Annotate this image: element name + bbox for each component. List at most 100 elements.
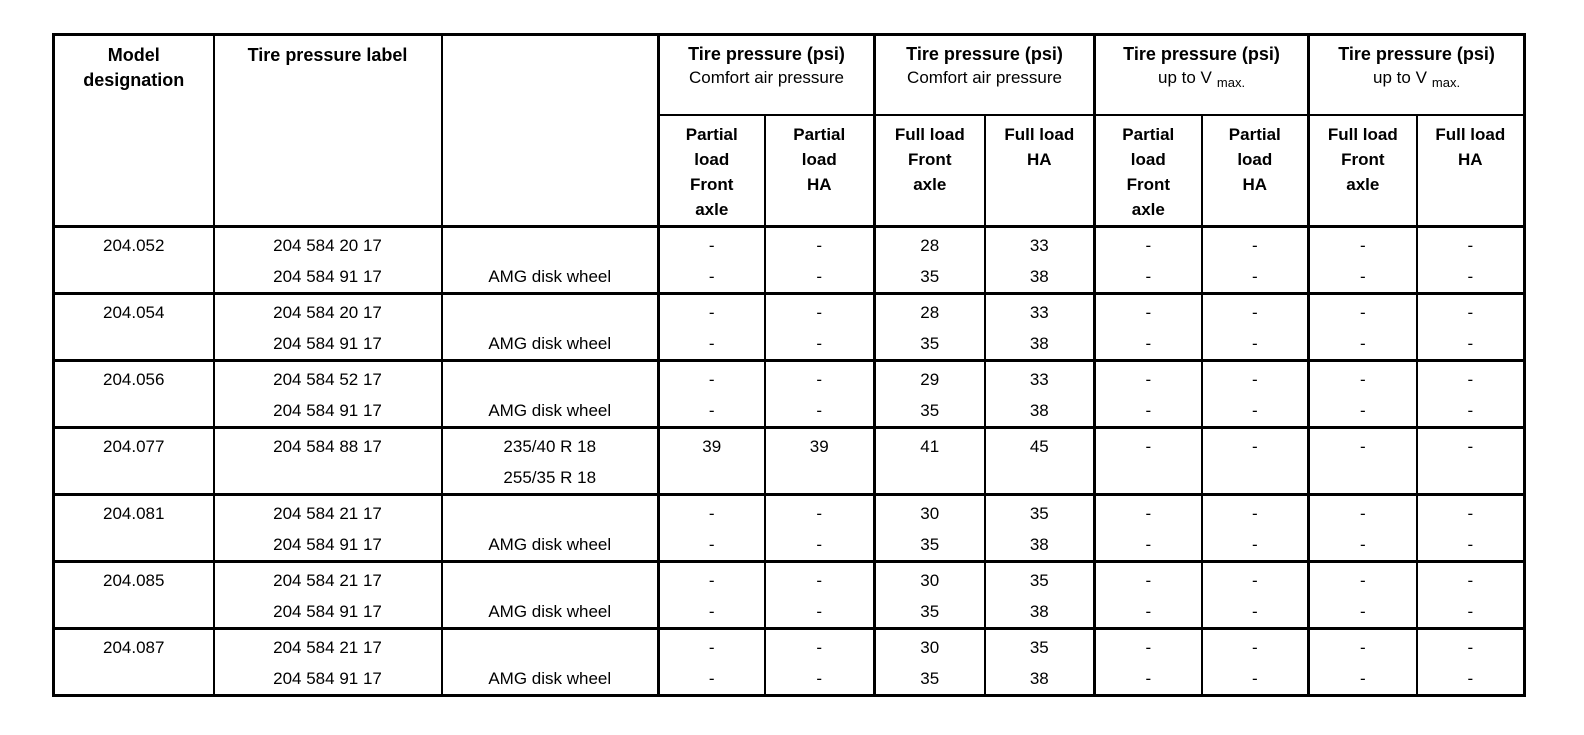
pressure-value-cell: - - xyxy=(1200,560,1310,630)
column-header-tire-pressure-label: Tire pressure label xyxy=(212,33,443,228)
pressure-value-cell: 30 35 xyxy=(873,493,986,563)
pressure-value-cell: - xyxy=(1415,426,1526,496)
vmax-subscript: max. xyxy=(1431,75,1461,91)
pressure-value-cell: - - xyxy=(1200,493,1310,563)
group-header-row: Model designation Tire pressure label Ti… xyxy=(52,33,1526,228)
table-row: 204.054 204 584 20 17 204 584 91 17 AMG … xyxy=(52,292,1526,362)
pressure-value-cell: - - xyxy=(1307,359,1418,429)
pressure-value-cell: - - xyxy=(1093,560,1203,630)
group-subtitle: Comfort air pressure xyxy=(907,68,1062,87)
pressure-value-cell: - - xyxy=(1200,359,1310,429)
subheader-comfort-partial-front: Partial load Front axle xyxy=(657,113,766,228)
vmax-subscript: max. xyxy=(1216,75,1246,91)
table-row: 204.087 204 584 21 17 204 584 91 17 AMG … xyxy=(52,627,1526,697)
subheader-comfort-partial-ha: Partial load HA xyxy=(763,113,876,228)
pressure-value-cell: - - xyxy=(763,627,876,697)
tire-label-cell: 204 584 21 17 204 584 91 17 xyxy=(212,560,443,630)
pressure-value-cell: - - xyxy=(1415,292,1526,362)
pressure-value-cell: - - xyxy=(763,292,876,362)
pressure-value-cell: - xyxy=(1307,426,1418,496)
table-row: 204.077 204 584 88 17 235/40 R 18 255/35… xyxy=(52,426,1526,496)
pressure-value-cell: - - xyxy=(657,359,766,429)
pressure-value-cell: 30 35 xyxy=(873,627,986,697)
column-header-notes xyxy=(440,33,660,228)
column-header-model-designation: Model designation xyxy=(52,33,215,228)
tire-label-cell: 204 584 52 17 204 584 91 17 xyxy=(212,359,443,429)
table-row: 204.085 204 584 21 17 204 584 91 17 AMG … xyxy=(52,560,1526,630)
pressure-value-cell: - - xyxy=(763,225,876,295)
group-header-comfort-full: Tire pressure (psi) Comfort air pressure xyxy=(873,33,1096,116)
pressure-value-cell: 33 38 xyxy=(983,292,1096,362)
tire-label-cell: 204 584 21 17 204 584 91 17 xyxy=(212,627,443,697)
pressure-value-cell: - xyxy=(1200,426,1310,496)
group-title: Tire pressure (psi) xyxy=(1123,44,1280,64)
model-cell: 204.085 xyxy=(52,560,215,630)
pressure-value-cell: - - xyxy=(1307,493,1418,563)
pressure-value-cell: 41 xyxy=(873,426,986,496)
pressure-value-cell: 45 xyxy=(983,426,1096,496)
tire-label-cell: 204 584 88 17 xyxy=(212,426,443,496)
pressure-value-cell: 35 38 xyxy=(983,627,1096,697)
pressure-value-cell: - - xyxy=(657,560,766,630)
model-cell: 204.056 xyxy=(52,359,215,429)
pressure-value-cell: 33 38 xyxy=(983,359,1096,429)
tire-label-cell: 204 584 20 17 204 584 91 17 xyxy=(212,225,443,295)
group-title: Tire pressure (psi) xyxy=(906,44,1063,64)
notes-cell: AMG disk wheel xyxy=(440,627,660,697)
pressure-value-cell: - - xyxy=(1415,225,1526,295)
subheader-vmax-full-ha: Full load HA xyxy=(1415,113,1526,228)
group-header-comfort-partial: Tire pressure (psi) Comfort air pressure xyxy=(656,33,876,116)
model-cell: 204.081 xyxy=(52,493,215,563)
pressure-value-cell: - - xyxy=(1307,225,1418,295)
subheader-comfort-full-front: Full load Front axle xyxy=(873,113,986,228)
pressure-value-cell: - - xyxy=(1093,627,1203,697)
notes-cell: AMG disk wheel xyxy=(440,493,660,563)
group-title: Tire pressure (psi) xyxy=(1338,44,1495,64)
group-subtitle: Comfort air pressure xyxy=(689,68,844,87)
model-cell: 204.052 xyxy=(52,225,215,295)
pressure-value-cell: - - xyxy=(1093,359,1203,429)
tire-label-cell: 204 584 21 17 204 584 91 17 xyxy=(212,493,443,563)
notes-cell: 235/40 R 18 255/35 R 18 xyxy=(440,426,660,496)
pressure-value-cell: 39 xyxy=(763,426,876,496)
pressure-value-cell: - - xyxy=(1200,292,1310,362)
pressure-value-cell: - - xyxy=(1415,627,1526,697)
notes-cell: AMG disk wheel xyxy=(440,560,660,630)
pressure-value-cell: 28 35 xyxy=(873,292,986,362)
pressure-value-cell: - xyxy=(1093,426,1203,496)
pressure-value-cell: - - xyxy=(1093,292,1203,362)
pressure-value-cell: 39 xyxy=(657,426,766,496)
pressure-value-cell: - - xyxy=(657,225,766,295)
pressure-value-cell: - - xyxy=(657,493,766,563)
subheader-vmax-partial-front: Partial load Front axle xyxy=(1093,113,1203,228)
subheader-vmax-partial-ha: Partial load HA xyxy=(1200,113,1310,228)
table-row: 204.052 204 584 20 17 204 584 91 17 AMG … xyxy=(52,225,1526,295)
model-cell: 204.087 xyxy=(52,627,215,697)
pressure-value-cell: - - xyxy=(1093,493,1203,563)
notes-cell: AMG disk wheel xyxy=(440,292,660,362)
pressure-value-cell: - - xyxy=(1415,560,1526,630)
pressure-value-cell: 30 35 xyxy=(873,560,986,630)
pressure-value-cell: 35 38 xyxy=(983,493,1096,563)
pressure-value-cell: 28 35 xyxy=(873,225,986,295)
pressure-value-cell: 33 38 xyxy=(983,225,1096,295)
subheader-vmax-full-front: Full load Front axle xyxy=(1307,113,1418,228)
table-row: 204.056 204 584 52 17 204 584 91 17 AMG … xyxy=(52,359,1526,429)
notes-cell: AMG disk wheel xyxy=(440,225,660,295)
pressure-value-cell: - - xyxy=(1415,493,1526,563)
pressure-value-cell: 35 38 xyxy=(983,560,1096,630)
tire-label-cell: 204 584 20 17 204 584 91 17 xyxy=(212,292,443,362)
model-cell: 204.054 xyxy=(52,292,215,362)
pressure-value-cell: - - xyxy=(1200,627,1310,697)
pressure-value-cell: - - xyxy=(657,627,766,697)
subheader-comfort-full-ha: Full load HA xyxy=(983,113,1096,228)
sub-header-row: Partial load Front axle Partial load HA … xyxy=(54,113,1526,228)
group-title: Tire pressure (psi) xyxy=(688,44,845,64)
model-cell: 204.077 xyxy=(52,426,215,496)
pressure-value-cell: - - xyxy=(1307,292,1418,362)
pressure-value-cell: - - xyxy=(1307,627,1418,697)
